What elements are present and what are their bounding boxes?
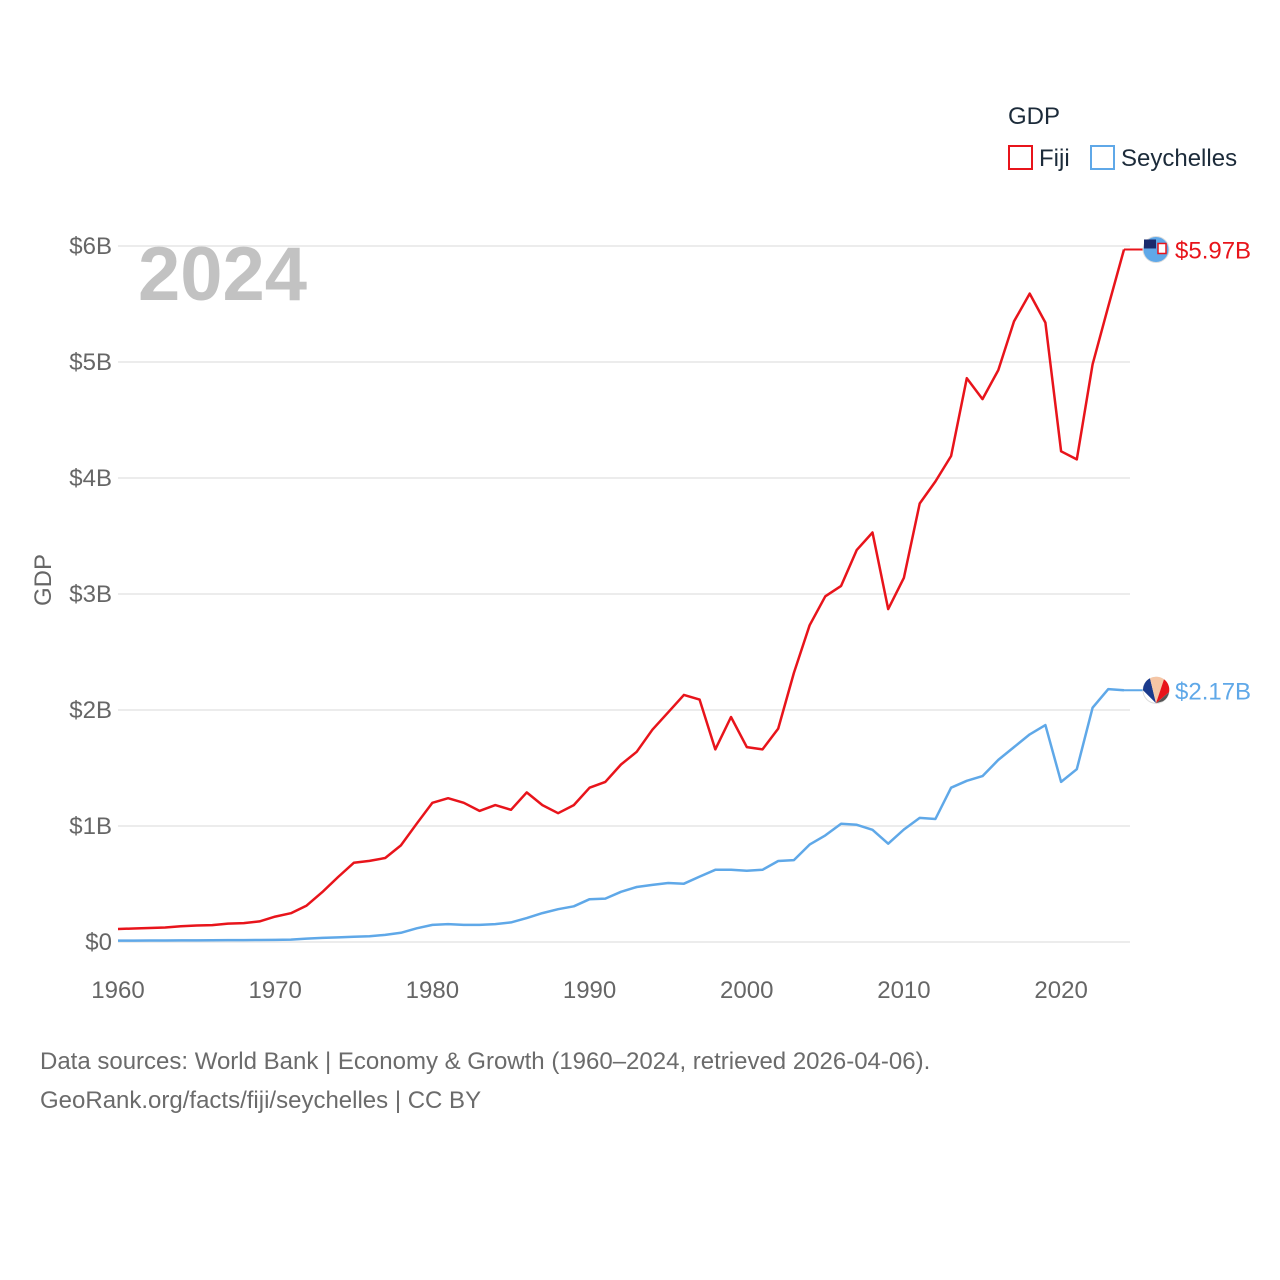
data-source-note: Data sources: World Bank | Economy & Gro…	[40, 1048, 931, 1075]
legend-label-seychelles[interactable]: Seychelles	[1121, 145, 1237, 172]
flag-stripe-red	[1156, 679, 1170, 704]
source-url-license: GeoRank.org/facts/fiji/seychelles | CC B…	[40, 1087, 482, 1114]
x-tick-label: 1970	[248, 977, 301, 1004]
y-tick-label: $4B	[69, 465, 112, 492]
y-tick-label: $5B	[69, 349, 112, 376]
series-lines	[117, 249, 1126, 942]
legend-title: GDP	[1008, 103, 1060, 130]
flag-canton	[1144, 239, 1156, 249]
x-tick-label: 1980	[406, 977, 459, 1004]
y-tick-label: $2B	[69, 697, 112, 724]
series-line-seychelles[interactable]	[118, 687, 1125, 942]
legend[interactable]: GDP Fiji Seychelles	[1008, 103, 1237, 172]
series-line-fiji[interactable]	[117, 249, 1126, 931]
y-tick-label: $6B	[69, 233, 112, 260]
legend-swatch-fiji[interactable]	[1008, 145, 1033, 170]
flag-shield	[1157, 242, 1167, 255]
chart-footer: Data sources: World Bank | Economy & Gro…	[40, 1042, 1240, 1120]
x-tick-label: 1960	[91, 977, 144, 1004]
y-tick-label: $0	[85, 929, 112, 956]
gridlines	[118, 245, 1130, 943]
flag-stripe-green	[1156, 692, 1169, 704]
y-axis-ticks: $0 $1B $2B $3B $4B $5B $6B	[69, 233, 112, 956]
x-tick-label: 2000	[720, 977, 773, 1004]
y-axis-label: GDP	[30, 554, 57, 606]
y-tick-label: $3B	[69, 581, 112, 608]
line-chart: $0 $1B $2B $3B $4B $5B $6B 1960 1970 1980 1990 200…	[30, 103, 1251, 1004]
x-tick-label: 1990	[563, 977, 616, 1004]
x-tick-label: 2010	[877, 977, 930, 1004]
end-value-label-seychelles: $2.17B	[1175, 678, 1251, 705]
x-axis-ticks: 1960 1970 1980 1990 2000 2010 2020	[91, 977, 1088, 1004]
flag-stripe-yellow	[1150, 676, 1164, 704]
legend-swatch-seychelles[interactable]	[1090, 145, 1115, 170]
year-watermark: 2024	[138, 232, 307, 317]
y-tick-label: $1B	[69, 813, 112, 840]
end-value-label-fiji: $5.97B	[1175, 237, 1251, 264]
flag-stripe-blue	[1142, 678, 1156, 704]
series-end-labels: $5.97B $2.17B	[1124, 235, 1251, 705]
legend-label-fiji[interactable]: Fiji	[1039, 145, 1070, 172]
x-tick-label: 2020	[1034, 977, 1087, 1004]
